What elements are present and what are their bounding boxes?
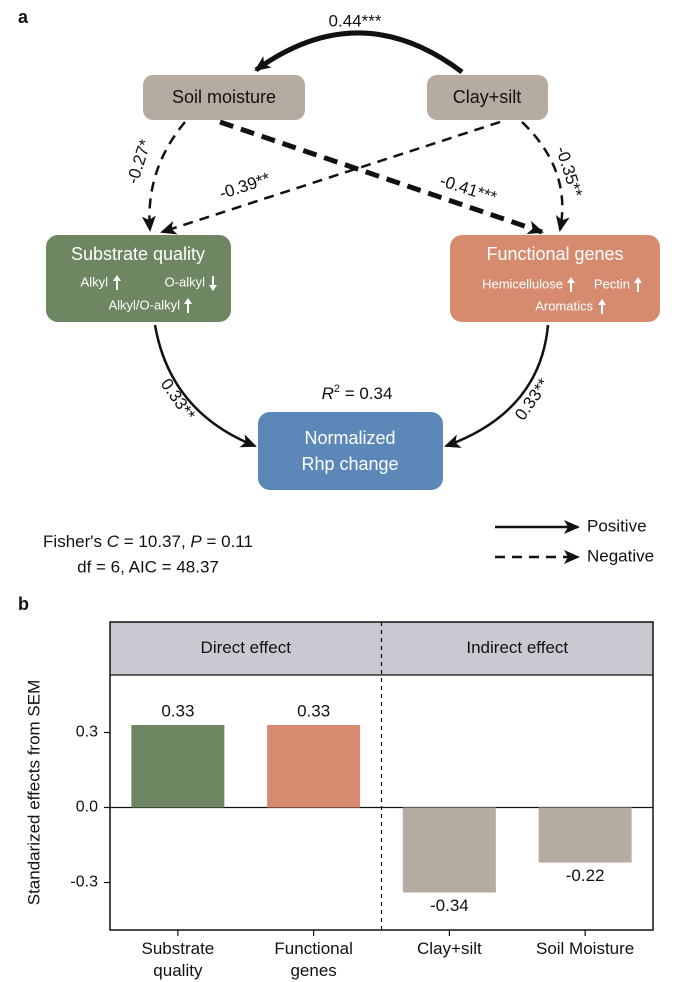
node-item: Alkyl xyxy=(81,274,109,289)
text-part: = 10.37, xyxy=(119,532,190,551)
trend-icons xyxy=(113,275,217,313)
arrow xyxy=(444,324,550,448)
node-label: Substrate quality xyxy=(71,244,205,264)
coefficients: 0.44*** -0.27* -0.39** -0.41*** -0.35** … xyxy=(123,11,586,424)
arrow xyxy=(219,119,544,235)
down-arrow xyxy=(209,276,217,291)
node-box xyxy=(143,75,305,120)
panel-title: Indirect effect xyxy=(466,638,568,657)
arrow xyxy=(160,120,501,235)
arrow xyxy=(141,121,186,232)
node-box xyxy=(46,235,231,322)
arrow xyxy=(254,30,464,74)
x-tick-label: Soil Moisture xyxy=(535,939,635,958)
plot-frame xyxy=(109,621,654,931)
up-arrow xyxy=(184,298,192,313)
path-coefficient: -0.41*** xyxy=(438,171,500,207)
path-coefficient: 0.44*** xyxy=(329,11,382,30)
legend-label: Negative xyxy=(587,546,654,565)
node-item: Pectin xyxy=(594,276,630,291)
up-arrow xyxy=(113,275,121,290)
node-box xyxy=(258,412,443,490)
node-label: Clay+silt xyxy=(453,87,522,107)
text-part: Fisher's xyxy=(43,532,107,551)
node-item: Alkyl/O-alkyl xyxy=(108,297,180,312)
node-box xyxy=(427,75,548,120)
up-arrow xyxy=(567,277,575,292)
text-part: = 0.11 xyxy=(202,532,253,551)
text-part: P xyxy=(190,532,202,551)
text-part: = 0.34 xyxy=(340,384,392,403)
path-coefficient: -0.27* xyxy=(123,137,155,186)
x-tick-label: Substrate quality xyxy=(141,939,215,980)
value-label: 0.33 xyxy=(297,701,330,720)
arrow xyxy=(521,121,570,232)
node-label: Soil moisture xyxy=(172,87,276,107)
bar xyxy=(267,725,361,808)
legend-label: Positive xyxy=(587,516,647,535)
fit-stats: Fisher's C = 10.37, P = 0.11 xyxy=(43,532,253,551)
value-label: -0.22 xyxy=(566,866,605,885)
panel-title: Direct effect xyxy=(201,638,292,657)
node-label: Normalized xyxy=(304,428,395,448)
r-squared: R2 = 0.34 xyxy=(322,383,393,404)
path-coefficient: 0.33** xyxy=(157,375,199,424)
x-tick-label: Clay+silt xyxy=(417,939,482,958)
node-box xyxy=(450,235,660,322)
x-tick-label: Functional genes xyxy=(274,939,353,980)
trend-icons xyxy=(567,277,642,314)
value-label: 0.33 xyxy=(161,701,194,720)
bar xyxy=(131,725,225,808)
text-part: 2 xyxy=(334,383,340,395)
bar xyxy=(538,807,632,863)
node-label: Rhp change xyxy=(301,454,398,474)
up-arrow xyxy=(634,277,642,292)
y-axis-label: Standarized effects from SEM xyxy=(24,680,43,906)
text-part: R xyxy=(322,384,334,403)
node-item: Hemicellulose xyxy=(482,276,563,291)
node-item: Aromatics xyxy=(535,298,593,313)
fit-stats: df = 6, AIC = 48.37 xyxy=(77,557,219,576)
panel-label: b xyxy=(18,594,29,614)
node-item: O-alkyl xyxy=(165,274,206,289)
value-label: -0.34 xyxy=(430,896,469,915)
y-tick-label: 0.0 xyxy=(76,799,98,816)
bar xyxy=(402,807,496,893)
text-part: C xyxy=(107,532,120,551)
panel-label: a xyxy=(18,7,29,27)
path-coefficient: -0.35** xyxy=(552,144,586,200)
arrow xyxy=(153,324,257,448)
node-label: Functional genes xyxy=(486,244,623,264)
up-arrow xyxy=(598,299,606,314)
y-tick-label: 0.3 xyxy=(76,724,98,741)
y-tick-label: -0.3 xyxy=(70,874,98,891)
arrows xyxy=(141,30,580,564)
